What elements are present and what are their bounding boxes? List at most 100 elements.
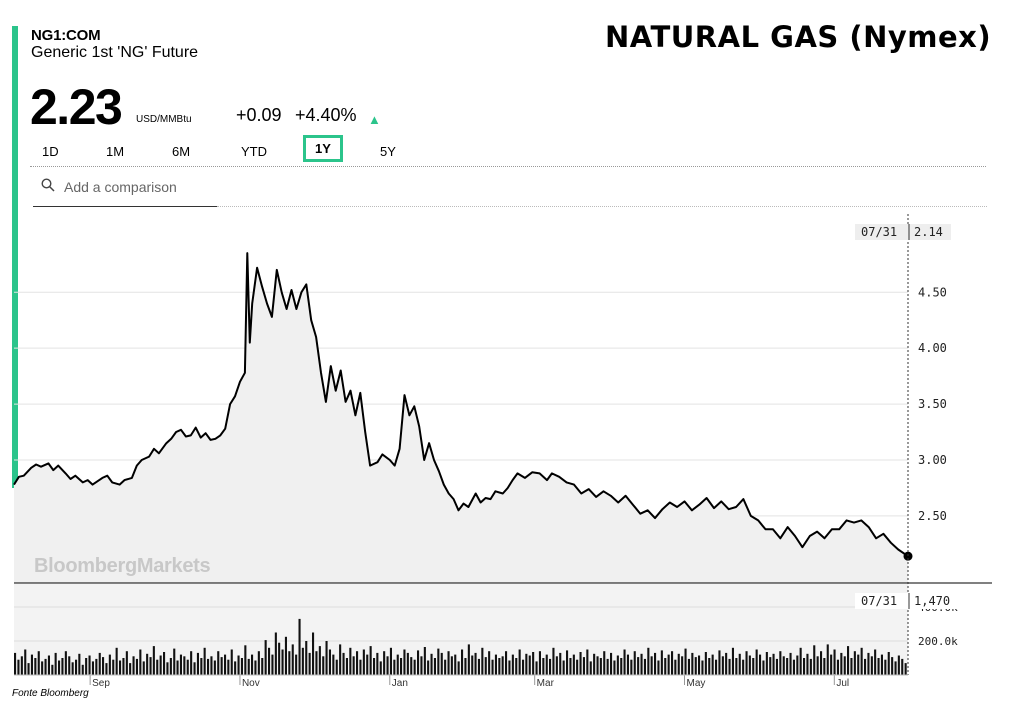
volume-bar [423, 647, 426, 675]
volume-bar [633, 651, 636, 675]
volume-bar [386, 656, 389, 675]
tab-6m[interactable]: 6M [172, 144, 191, 159]
volume-bar [738, 653, 741, 676]
x-tick-label: May [687, 678, 706, 689]
volume-bar [213, 660, 216, 675]
volume-bar [552, 647, 555, 675]
price-unit: USD/MMBtu [136, 114, 192, 125]
tab-1d[interactable]: 1D [42, 144, 59, 159]
volume-cursor-value-label: 1,470 [914, 594, 950, 608]
volume-bar [230, 649, 233, 675]
volume-bar [599, 658, 602, 675]
volume-bar [207, 658, 210, 675]
volume-bar [315, 651, 318, 675]
volume-bar [691, 652, 694, 675]
volume-bar [244, 645, 247, 676]
volume-bar [461, 649, 464, 675]
volume-bar [264, 640, 267, 675]
volume-bar [268, 647, 271, 675]
volume-bar [576, 659, 579, 675]
volume-bar [650, 656, 653, 675]
volume-bar [904, 663, 907, 675]
volume-bar [278, 642, 281, 675]
volume-bar [494, 654, 497, 675]
volume-bar [698, 655, 701, 675]
volume-bar [328, 649, 331, 675]
volume-bar [610, 652, 613, 675]
ticker-symbol: NG1:COM [31, 27, 101, 44]
volume-bar [467, 644, 470, 675]
volume-bar [115, 647, 118, 675]
volume-bar [501, 656, 504, 675]
volume-bar [403, 649, 406, 675]
up-triangle-icon: ▲ [368, 112, 381, 127]
volume-bar [786, 658, 789, 675]
volume-bar [711, 654, 714, 675]
cursor-value-label: 2.14 [914, 225, 943, 239]
comparison-search-input[interactable]: Add a comparison [64, 179, 177, 195]
volume-bar [183, 656, 186, 675]
volume-bar [196, 652, 199, 675]
volume-bar [508, 660, 511, 675]
volume-bar [664, 658, 667, 675]
volume-bar [667, 654, 670, 675]
volume-bar [17, 659, 20, 675]
tab-1y[interactable]: 1Y [303, 135, 343, 162]
volume-bar [366, 654, 369, 675]
tab-ytd[interactable]: YTD [241, 144, 267, 159]
volume-bar [511, 654, 514, 675]
volume-bar [671, 651, 674, 675]
volume-bar [582, 657, 585, 675]
volume-bar [833, 649, 836, 675]
volume-bar [61, 658, 64, 675]
volume-bar [44, 658, 47, 675]
volume-bar [860, 647, 863, 675]
volume-bar [637, 657, 640, 675]
volume-bar [427, 660, 430, 675]
volume-bar [200, 658, 203, 675]
volume-bar [393, 659, 396, 675]
volume-bar [152, 646, 155, 675]
last-price: 2.23 [30, 79, 123, 135]
volume-bar [745, 651, 748, 675]
volume-bar [677, 653, 680, 676]
volume-bar [335, 659, 338, 675]
volume-bar [606, 658, 609, 675]
volume-bar [769, 657, 772, 675]
bloomberg-watermark: BloombergMarkets [34, 555, 211, 577]
last-price-dot [903, 551, 913, 561]
volume-bar [369, 646, 372, 675]
volume-bar [129, 663, 132, 675]
volume-bar [630, 659, 633, 675]
volume-bar [400, 658, 403, 675]
tab-5y[interactable]: 5Y [380, 144, 396, 159]
volume-bar [142, 661, 145, 675]
volume-bar [437, 648, 440, 675]
volume-bar [30, 654, 33, 675]
volume-bar [450, 656, 453, 675]
volume-bar [27, 663, 30, 675]
volume-bar [515, 658, 518, 675]
volume-bar [481, 647, 484, 675]
volume-bar [897, 655, 900, 675]
y-tick-label: 4.50 [918, 285, 947, 299]
volume-bar [877, 658, 880, 675]
volume-bar [542, 658, 545, 675]
volume-bar [359, 659, 362, 675]
volume-bar [759, 654, 762, 675]
volume-bar [586, 649, 589, 675]
volume-bar [538, 651, 541, 675]
volume-bar [58, 660, 61, 675]
volume-bar [379, 661, 382, 675]
volume-bar [81, 664, 84, 675]
volume-bar [562, 660, 565, 675]
volume-bar [731, 647, 734, 675]
volume-bar [339, 644, 342, 675]
volume-bar [850, 658, 853, 675]
tab-1m[interactable]: 1M [106, 144, 125, 159]
volume-bar [88, 655, 91, 675]
volume-bar [298, 618, 301, 675]
y-tick-label: 4.00 [918, 341, 947, 355]
y-tick-label: 3.50 [918, 397, 947, 411]
volume-bar [792, 659, 795, 675]
